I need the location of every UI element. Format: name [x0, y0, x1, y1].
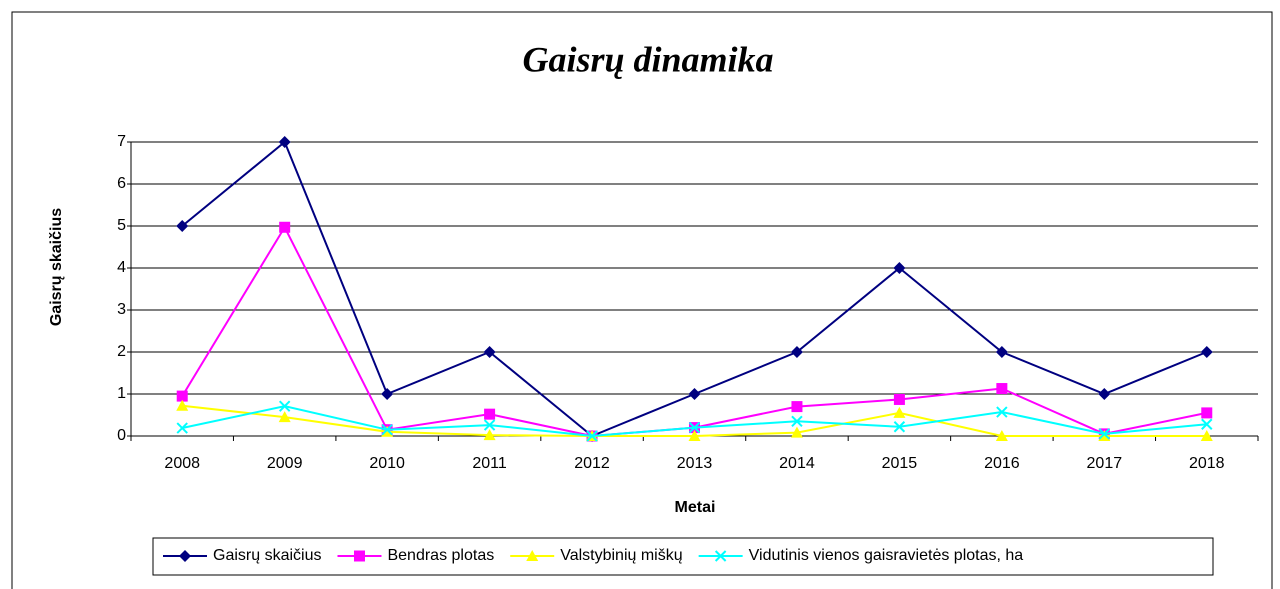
marker — [381, 423, 393, 436]
marker — [790, 346, 803, 358]
marker — [791, 415, 803, 428]
y-tick-label: 2 — [117, 343, 126, 360]
legend-label: Vidutinis vienos gaisravietės plotas, ha — [749, 547, 1024, 564]
x-tick-label: 2016 — [984, 455, 1020, 472]
x-tick-label: 2009 — [267, 455, 303, 472]
marker — [176, 220, 189, 232]
legend-label: Valstybinių miškų — [560, 547, 683, 564]
marker — [791, 401, 803, 413]
y-tick-label: 3 — [117, 301, 126, 318]
marker — [278, 400, 291, 412]
marker — [483, 346, 496, 358]
y-tick-label: 4 — [117, 259, 126, 276]
marker — [526, 550, 539, 561]
y-tick-label: 1 — [117, 385, 126, 402]
marker — [995, 346, 1008, 358]
marker — [279, 221, 291, 233]
marker — [278, 136, 291, 148]
marker — [893, 393, 905, 405]
x-tick-label: 2015 — [882, 455, 918, 472]
chart-title: Gaisrų dinamika — [522, 39, 773, 79]
marker — [893, 406, 906, 418]
y-tick-label: 5 — [117, 217, 126, 234]
x-tick-label: 2010 — [369, 455, 405, 472]
marker — [1200, 430, 1213, 441]
marker — [176, 399, 189, 411]
marker — [176, 422, 188, 434]
marker — [688, 421, 701, 434]
marker — [1201, 418, 1213, 430]
y-tick-label: 6 — [117, 175, 126, 192]
y-axis-label: Gaisrų skaičius — [48, 208, 65, 326]
marker — [353, 550, 365, 562]
marker — [714, 550, 727, 562]
marker — [179, 550, 191, 562]
marker — [1098, 428, 1111, 440]
marker — [176, 390, 188, 402]
x-tick-label: 2008 — [164, 455, 200, 472]
marker — [483, 419, 496, 431]
marker — [484, 408, 496, 420]
y-tick-label: 7 — [117, 133, 126, 150]
chart-frame — [11, 11, 1273, 589]
legend-label: Gaisrų skaičius — [213, 547, 321, 564]
legend-box — [152, 537, 1214, 576]
marker — [995, 430, 1008, 441]
marker — [381, 388, 394, 400]
x-tick-label: 2017 — [1087, 455, 1123, 472]
marker — [688, 430, 701, 441]
marker — [893, 262, 906, 274]
marker — [278, 411, 291, 423]
marker — [688, 388, 701, 400]
x-tick-label: 2018 — [1189, 455, 1225, 472]
marker — [1200, 346, 1213, 358]
marker — [996, 383, 1008, 395]
marker — [893, 421, 906, 433]
marker — [483, 429, 496, 441]
marker — [996, 406, 1008, 418]
marker — [790, 426, 803, 438]
marker — [586, 430, 598, 442]
legend-label: Bendras plotas — [387, 547, 494, 564]
x-tick-label: 2012 — [574, 455, 610, 472]
x-axis-label: Metai — [675, 499, 716, 516]
x-tick-label: 2011 — [472, 455, 507, 472]
marker — [1201, 407, 1213, 419]
x-tick-label: 2013 — [677, 455, 713, 472]
x-tick-label: 2014 — [779, 455, 815, 472]
y-tick-label: 0 — [117, 427, 126, 444]
marker — [1098, 388, 1111, 400]
